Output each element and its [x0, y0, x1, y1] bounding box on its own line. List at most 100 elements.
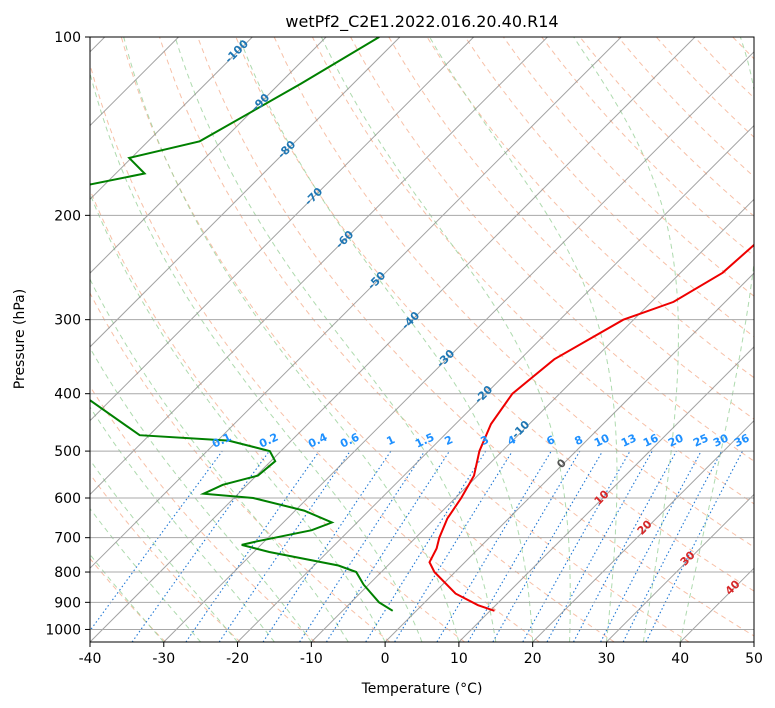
y-tick-label: 900: [54, 595, 81, 611]
mixing-ratio-label: 20: [666, 431, 686, 449]
mixing-ratio-line: [325, 450, 450, 642]
mixing-ratio-label: 0.2: [257, 431, 280, 451]
mixing-ratio-label: 16: [641, 431, 661, 449]
isotherm-line: [90, 37, 548, 496]
mixing-ratio-line: [394, 450, 513, 642]
dry-adiabat: [90, 385, 316, 642]
dry-adiabat: [388, 37, 754, 420]
isotherm-line: [90, 37, 622, 569]
dry-adiabat: [426, 37, 754, 379]
y-tick-label: 100: [54, 30, 81, 46]
dry-adiabat: [159, 37, 690, 642]
moist-adiabat: [90, 71, 423, 642]
moist-adiabat: [238, 37, 534, 642]
dry-adiabat: [90, 292, 391, 642]
y-tick-label: 500: [54, 444, 81, 460]
dry-adiabat: [541, 37, 754, 257]
moist-adiabat: [573, 37, 679, 642]
dry-adiabat: [90, 62, 540, 642]
isotherm-line: [679, 567, 754, 642]
y-tick-label: 200: [54, 208, 81, 224]
dry-adiabat: [771, 37, 775, 642]
mixing-ratio-line: [131, 450, 270, 642]
mixing-ratio-label: 10: [592, 431, 612, 449]
moist-adiabat: [90, 347, 312, 642]
mixing-ratio-line: [522, 450, 631, 642]
isotherm-line: [237, 124, 754, 642]
y-tick-label: 300: [54, 313, 81, 329]
isotherm-line: [90, 37, 327, 274]
moist-adiabat: [90, 553, 165, 642]
temperature-profile: [428, 243, 754, 612]
mixing-ratio-line: [185, 450, 320, 642]
mixing-ratio-line: [218, 450, 351, 642]
mixing-ratio-line: [645, 450, 743, 642]
dry-adiabat: [90, 557, 166, 642]
dry-adiabat-label: 10: [592, 487, 612, 507]
dry-adiabat: [120, 37, 615, 642]
isotherm-line: [90, 37, 401, 348]
background-lines: [90, 37, 775, 642]
mixing-ratio-label: 1.5: [413, 431, 436, 451]
mixing-ratio-label: 13: [619, 431, 638, 449]
mixing-ratio-line: [436, 450, 552, 642]
isotherm-line: [310, 198, 754, 642]
mixing-ratio-label: 36: [732, 431, 752, 449]
y-axis: 100 200 300 400 500 600 700 800 900 1000: [45, 30, 90, 638]
moist-adiabat: [90, 459, 238, 642]
moist-adiabat: [90, 278, 349, 642]
mixing-ratio-label: 1: [385, 433, 397, 448]
dewpoint-profile: [90, 37, 394, 612]
isotherm-line: [458, 346, 754, 642]
x-axis-title: Temperature (°C): [361, 681, 483, 697]
isotherm-line: [532, 419, 754, 642]
x-tick-label: 50: [745, 651, 763, 667]
mixing-ratio-line: [365, 450, 487, 642]
x-tick-label: 0: [381, 651, 390, 667]
x-tick-label: 40: [671, 651, 689, 667]
moist-adiabat: [123, 37, 460, 642]
dry-adiabat: [311, 37, 754, 505]
dry-adiabat-label: -30: [434, 347, 457, 370]
x-tick-label: 30: [598, 651, 616, 667]
grid-lines: [90, 37, 754, 642]
y-tick-label: 700: [54, 531, 81, 547]
dry-adiabat: [350, 37, 754, 462]
x-tick-label: 10: [450, 651, 468, 667]
y-tick-label: 1000: [45, 622, 81, 638]
dry-adiabat: [90, 188, 465, 642]
mixing-ratio-line: [299, 450, 426, 642]
isotherm-line: [753, 641, 754, 642]
y-tick-label: 400: [54, 387, 81, 403]
mixing-ratio-label: 0.4: [306, 430, 329, 450]
mixing-ratio-line: [467, 450, 581, 642]
mixing-ratio-label: 0.1: [210, 431, 233, 451]
moist-adiabat: [174, 37, 497, 642]
dry-adiabat: [655, 37, 754, 138]
mixing-ratio-label: 8: [573, 433, 585, 448]
dry-adiabat: [235, 37, 754, 592]
y-tick-label: 800: [54, 565, 81, 581]
x-tick-label: -30: [152, 651, 175, 667]
x-axis: -40 -30 -20 -10 0 10 20 30 40 50: [79, 642, 763, 667]
chart-title: wetPf2_C2E1.2022.016.20.40.R14: [285, 12, 558, 32]
plot-frame: [89, 36, 755, 643]
isotherm-line: [90, 37, 475, 422]
y-tick-label: 600: [54, 491, 81, 507]
mixing-ratio-line: [546, 450, 653, 642]
mixing-ratio-line: [90, 450, 223, 632]
isotherm-line: [90, 37, 696, 642]
x-tick-label: -20: [226, 651, 249, 667]
dry-adiabat: [694, 37, 754, 99]
dry-adiabat: [464, 37, 754, 338]
curve-labels: -100-90-80-70-60-50-40-30-20-10010203040…: [210, 37, 752, 598]
x-tick-label: -40: [79, 651, 102, 667]
moist-adiabat: [90, 406, 275, 642]
dry-adiabat: [90, 473, 241, 642]
profile-lines: [90, 37, 754, 612]
x-tick-label: 20: [524, 651, 542, 667]
dry-adiabat-label: 40: [723, 577, 743, 597]
mixing-ratio-label: 25: [691, 431, 710, 449]
